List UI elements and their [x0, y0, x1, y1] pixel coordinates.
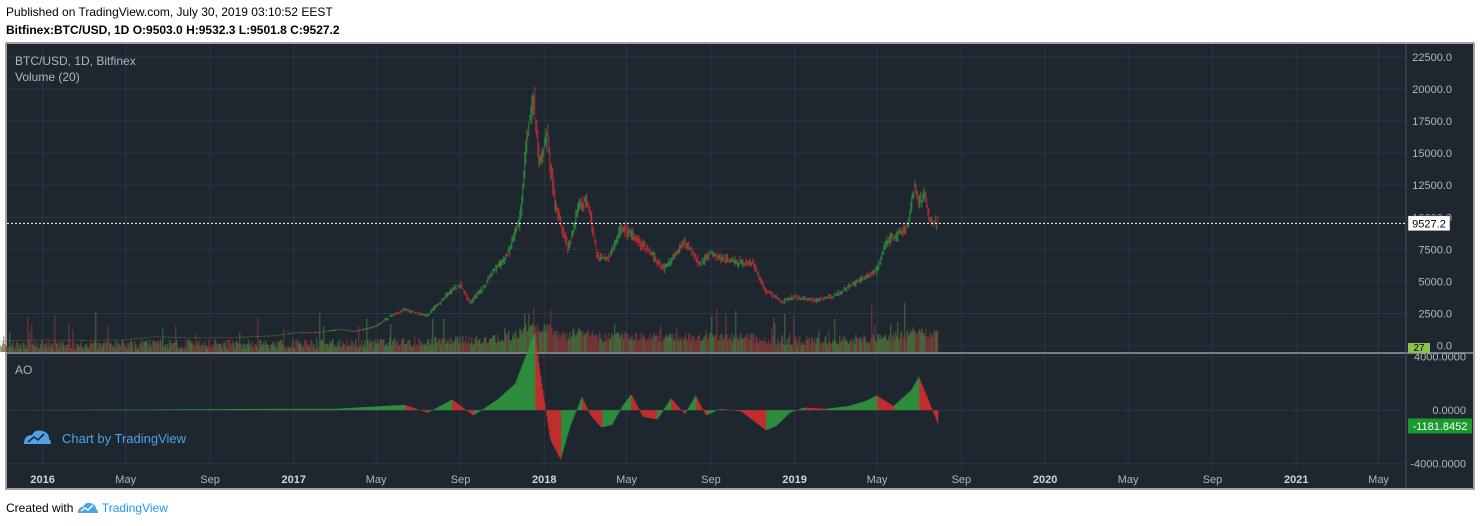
open-value: 9503.0	[146, 23, 183, 37]
price-tick-label: 22500.0	[1412, 52, 1452, 64]
watermark[interactable]: Chart by TradingView	[24, 430, 187, 447]
low-value: 9501.8	[250, 23, 287, 37]
time-tick-label: Sep	[701, 474, 721, 486]
time-tick-label: 2019	[782, 474, 806, 486]
high-label: H:	[186, 23, 199, 37]
price-tick-label: 12500.0	[1412, 180, 1452, 192]
price-tick-label: 5000.0	[1418, 276, 1452, 288]
symbol-label: Bitfinex:BTC/USD, 1D	[6, 23, 130, 37]
close-value: 9527.2	[302, 23, 340, 37]
time-tick-label: May	[1118, 474, 1139, 486]
ao-tick-label: -4000.0000	[1410, 459, 1466, 471]
footer: Created with TradingView	[6, 501, 168, 515]
volume-pane-title: Volume (20)	[15, 70, 80, 84]
volume-label: 27	[1413, 343, 1425, 354]
time-tick-label: 2020	[1033, 474, 1057, 486]
price-axis[interactable]	[1406, 44, 1473, 352]
price-tick-label: 15000.0	[1412, 148, 1452, 160]
time-tick-label: May	[115, 474, 136, 486]
main-pane[interactable]	[7, 44, 1406, 352]
ao-tick-labels: 4000.0000 0.0000 -4000.0000	[1410, 352, 1466, 471]
ao-pane-title: AO	[15, 363, 32, 377]
time-axis[interactable]	[7, 469, 1473, 488]
time-tick-label: May	[366, 474, 387, 486]
time-tick-label: 2021	[1284, 474, 1308, 486]
time-tick-label: Sep	[200, 474, 220, 486]
time-tick-label: Sep	[451, 474, 471, 486]
watermark-text: Chart by TradingView	[62, 431, 187, 446]
time-tick-label: Sep	[1203, 474, 1223, 486]
time-tick-label: May	[616, 474, 637, 486]
created-with-label: Created with	[6, 501, 74, 515]
price-tick-label: 20000.0	[1412, 84, 1452, 96]
ao-label: -1181.8452	[1413, 421, 1468, 433]
close-label: C:	[290, 23, 303, 37]
price-tick-label: 17500.0	[1412, 116, 1452, 128]
tradingview-logo-icon	[77, 502, 98, 513]
time-tick-label: May	[867, 474, 888, 486]
published-caption: Published on TradingView.com, July 30, 2…	[6, 5, 333, 19]
last-price-label-bg	[1407, 215, 1451, 232]
ao-tick-label: 4000.0000	[1414, 352, 1466, 364]
time-tick-label: 2017	[282, 474, 306, 486]
main-pane-title: BTC/USD, 1D, Bitfinex	[15, 54, 136, 68]
volume-marker: 27	[1408, 343, 1430, 354]
ohlc-header: Bitfinex:BTC/USD, 1D O:9503.0 H:9532.3 L…	[6, 23, 340, 37]
last-price-label: 9527.2	[1412, 218, 1446, 230]
price-tick-label: 2500.0	[1418, 309, 1452, 321]
open-label: O:	[132, 23, 147, 37]
time-tick-label: May	[1368, 474, 1389, 486]
ao-tick-label: 0.0000	[1432, 405, 1466, 417]
ao-histogram	[1, 333, 939, 460]
footer-brand[interactable]: TradingView	[101, 501, 168, 515]
price-tick-label: 0.0	[1437, 341, 1452, 353]
volume-bars	[0, 302, 939, 352]
ao-axis[interactable]	[1406, 354, 1473, 469]
low-label: L:	[238, 23, 251, 37]
volume-label-bg	[1408, 343, 1430, 353]
time-tick-label: Sep	[952, 474, 972, 486]
time-tick-label: 2016	[30, 474, 54, 486]
time-tick-labels: 2016 May Sep 2017 May Sep 2018 May Sep 2019 May Sep…	[30, 474, 1389, 486]
tradingview-cloud-icon	[24, 430, 51, 444]
ao-value-marker: -1181.8452	[1408, 418, 1472, 434]
ao-label-bg	[1408, 418, 1472, 434]
grid	[7, 44, 1406, 469]
high-value: 9532.3	[198, 23, 236, 37]
price-tick-label: 7500.0	[1418, 244, 1452, 256]
time-tick-label: 2018	[532, 474, 556, 486]
last-price-marker: 9527.2	[1407, 215, 1451, 232]
price-series	[0, 86, 939, 342]
